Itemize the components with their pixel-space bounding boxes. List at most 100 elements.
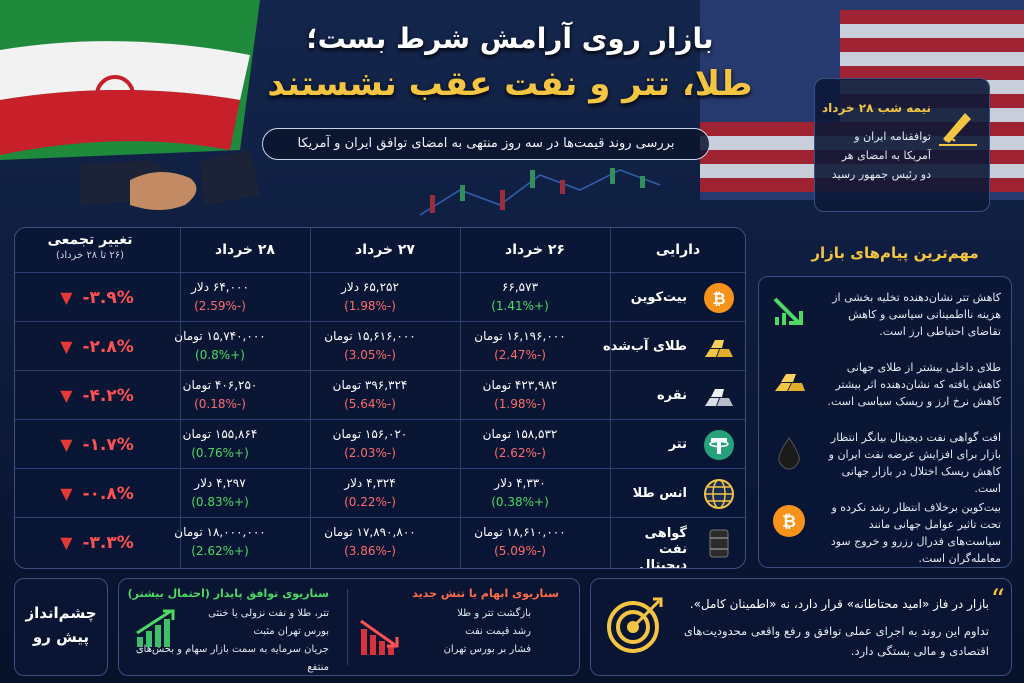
tether-icon <box>704 430 734 460</box>
message-item: کاهش تتر نشان‌دهنده تخلیه بخشی از هزینه … <box>832 291 1001 338</box>
price-change: (-0.18%) <box>194 397 246 411</box>
table-row: گواهی نفت دیجیتال ۱۸,۶۱۰,۰۰۰ تومان (-5.09%… <box>15 517 745 569</box>
price-change: (-2.47%) <box>494 348 546 362</box>
down-arrow-icon: ▼ <box>60 435 73 454</box>
scenario-stable-title: سناریوی توافق پایدار (احتمال بیشتر) <box>127 587 329 600</box>
column-divider <box>310 228 311 568</box>
header-day-28: ۲۸ خرداد <box>215 242 275 258</box>
scenario-tension-line: رشد قیمت نفت <box>465 626 531 637</box>
price-value: ۱۸,۶۱۰,۰۰۰ تومان <box>474 525 566 539</box>
price-cell-d26: ۱۶,۱۹۶,۰۰۰ تومان (-2.47%) <box>450 327 590 365</box>
price-cell-d27: ۶۵,۲۵۲ دلار (-1.98%) <box>300 278 440 316</box>
messages-title: مهم‌ترین پیام‌های بازار <box>811 244 979 262</box>
gold-bars-icon <box>705 340 733 357</box>
price-value: ۴,۲۹۷ دلار <box>194 476 246 490</box>
page-subtitle: بررسی روند قیمت‌ها در سه روز منتهی به ام… <box>262 128 710 160</box>
price-change: (-3.05%) <box>344 348 396 362</box>
price-cell-d28: ۴۰۶,۲۵۰ تومان (-0.18%) <box>150 376 290 414</box>
price-value: ۱۵۵,۸۶۴ تومان <box>182 427 258 441</box>
header-cumulative-range: (۲۶ تا ۲۸ خرداد) <box>55 250 125 261</box>
price-change: (-5.09%) <box>494 544 546 558</box>
price-cell-d27: ۱۵,۶۱۶,۰۰۰ تومان (-3.05%) <box>300 327 440 365</box>
cumulative-change: ▼ -۳.۳% <box>37 518 157 567</box>
price-change: (+0.38%) <box>491 495 549 509</box>
price-change: (-5.64%) <box>344 397 396 411</box>
price-value: ۶۴,۰۰۰ دلار <box>191 280 249 294</box>
scenario-tension-line: بازگشت تتر و طلا <box>457 608 531 619</box>
page-headline: طلا، تتر و نفت عقب نشستند <box>267 64 753 104</box>
price-change: (+1.41%) <box>491 299 549 313</box>
cumulative-change: ▼ -۱.۷% <box>37 420 157 469</box>
price-cell-d28: ۶۴,۰۰۰ دلار (-2.59%) <box>150 278 290 316</box>
message-item: طلای داخلی بیشتر از طلای جهانی کاهش یافت… <box>827 361 1002 408</box>
price-value: ۳۹۶,۳۲۴ تومان <box>332 378 408 392</box>
globe-icon <box>704 479 734 509</box>
price-change: (+0.8%) <box>195 348 245 362</box>
column-divider <box>180 228 181 568</box>
price-cell-d28: ۱۵۵,۸۶۴ تومان (+0.76%) <box>150 425 290 463</box>
background-chart <box>419 168 661 216</box>
scenarios-box: سناریوی ابهام یا تنش جدید بازگشت تتر و ط… <box>118 578 580 676</box>
price-change: (-2.03%) <box>344 446 396 460</box>
price-cell-d27: ۴,۳۲۴ دلار (-0.22%) <box>300 474 440 512</box>
price-cell-d27: ۱۵۶,۰۲۰ تومان (-2.03%) <box>300 425 440 463</box>
page-title: بازار روی آرامش شرط بست؛ <box>306 22 714 55</box>
scenario-tension-title: سناریوی ابهام یا تنش جدید <box>412 587 559 600</box>
price-change: (+2.62%) <box>191 544 249 558</box>
event-box: نیمه شب ۲۸ خرداد توافقنامه ایران و آمریک… <box>814 78 990 212</box>
scenario-stable-line: بورس تهران مثبت <box>253 626 329 637</box>
oil-barrel-icon <box>709 529 729 558</box>
message-item: بیت‌کوین برخلاف انتظار رشد نکرده و تحت ت… <box>830 501 1001 565</box>
gold-bars-icon <box>775 374 805 391</box>
asset-name: انس طلا <box>632 486 687 501</box>
header-cumulative: تغییر تجمعی (۲۶ تا ۲۸ خرداد) <box>35 232 145 261</box>
price-cell-d26: ۱۵۸,۵۳۲ تومان (-2.62%) <box>450 425 590 463</box>
price-change: (-2.62%) <box>494 446 546 460</box>
cumulative-value: -۴.۲% <box>82 385 134 406</box>
outlook-line-1: چشم‌انداز <box>25 604 97 622</box>
price-cell-d27: ۱۷,۸۹۰,۸۰۰ تومان (-3.86%) <box>300 523 440 561</box>
message-item: افت گواهی نفت دیجیتال بیانگر انتظار بازا… <box>828 431 1001 495</box>
price-value: ۶۶,۵۷۳ <box>501 280 539 294</box>
price-cell-d26: ۴,۳۳۰ دلار (+0.38%) <box>450 474 590 512</box>
down-arrow-icon: ▼ <box>60 484 73 503</box>
cumulative-value: -۱.۷% <box>82 434 134 455</box>
cumulative-value: -۲.۸% <box>82 336 134 357</box>
handshake-illustration <box>80 150 260 210</box>
price-change: (-2.59%) <box>194 299 246 313</box>
svg-text:₿: ₿ <box>712 289 725 308</box>
asset-name: طلای آب‌شده <box>602 339 687 354</box>
cumulative-change: ▼ -۴.۲% <box>37 371 157 420</box>
down-arrow-icon: ▼ <box>60 533 73 552</box>
event-title: نیمه شب ۲۸ خرداد <box>822 101 931 115</box>
down-arrow-icon: ▼ <box>60 386 73 405</box>
scenario-stable-line: تتر، طلا و نفت نزولی یا خنثی <box>208 608 329 619</box>
cumulative-change: ▼ -۰.۸% <box>37 469 157 518</box>
up-bars-icon <box>136 609 175 647</box>
down-bars-icon <box>360 619 399 655</box>
price-value: ۱۶,۱۹۶,۰۰۰ تومان <box>474 329 566 343</box>
price-value: ۴,۳۳۰ دلار <box>494 476 546 490</box>
price-cell-d28: ۱۸,۰۰۰,۰۰۰ تومان (+2.62%) <box>150 523 290 561</box>
price-change: (-1.98%) <box>494 397 546 411</box>
table-row: طلای آب‌شده ۱۶,۱۹۶,۰۰۰ تومان (-2.47%) ۱۵,۶۱… <box>15 321 745 371</box>
price-value: ۱۸,۰۰۰,۰۰۰ تومان <box>174 525 266 539</box>
price-change: (+0.76%) <box>191 446 249 460</box>
price-change: (-0.22%) <box>344 495 396 509</box>
messages-panel: کاهش تتر نشان‌دهنده تخلیه بخشی از هزینه … <box>758 276 1012 568</box>
quote-box: “ بازار در فاز «امید محتاطانه» قرار دارد… <box>590 578 1012 676</box>
target-icon <box>607 597 663 653</box>
cumulative-change: ▼ -۲.۸% <box>37 322 157 371</box>
silver-bars-icon <box>705 389 733 406</box>
price-value: ۱۷,۸۹۰,۸۰۰ تومان <box>324 525 416 539</box>
asset-name: گواهی نفت دیجیتال <box>639 526 687 569</box>
table-row: انس طلا ۴,۳۳۰ دلار (+0.38%) ۴,۳۲۴ دلار (-0.2… <box>15 468 745 518</box>
price-table: دارایی ۲۶ خرداد ۲۷ خرداد ۲۸ خرداد تغییر … <box>14 227 746 569</box>
price-change: (-3.86%) <box>344 544 396 558</box>
down-arrow-icon: ▼ <box>60 288 73 307</box>
price-value: ۱۵,۶۱۶,۰۰۰ تومان <box>324 329 416 343</box>
oil-drop-icon <box>778 437 800 470</box>
scenario-tension-line: فشار بر بورس تهران <box>443 644 531 655</box>
scenario-stable-line: جریان سرمایه به سمت بازار سهام و بخش‌های… <box>135 644 329 673</box>
quote-mark-icon: “ <box>990 583 1005 616</box>
